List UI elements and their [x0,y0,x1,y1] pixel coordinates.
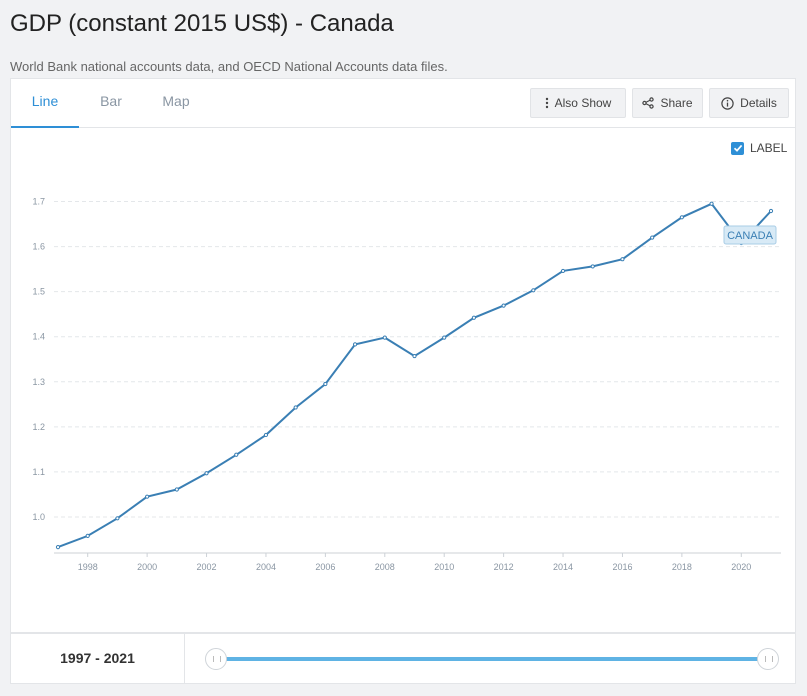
tab-line[interactable]: Line [11,79,79,128]
series-label-canada: CANADA [723,225,777,245]
data-point[interactable] [709,201,714,206]
data-point[interactable] [234,452,239,457]
range-slider-track[interactable] [216,657,769,661]
y-tick-label: 1.3 [32,377,45,387]
series-line-canada [57,202,772,549]
label-checkbox[interactable] [731,141,744,155]
x-tick-label: 2006 [315,562,335,572]
year-range-bar: 1997 - 2021 [10,633,796,684]
info-icon [721,96,734,110]
data-point[interactable] [55,545,61,550]
y-tick-label: 1.4 [32,332,45,342]
data-point[interactable] [85,533,90,538]
data-point[interactable] [382,335,387,340]
y-tick-label: 1.1 [32,467,45,477]
also-show-button[interactable]: Also Show [530,88,626,118]
range-start-handle[interactable] [205,648,227,670]
share-button[interactable]: Share [632,88,703,118]
data-point[interactable] [650,235,655,240]
data-point[interactable] [115,516,120,521]
chart-panel: Line Bar Map Also Show Share [10,78,796,633]
x-tick-label: 2012 [494,562,514,572]
x-tick-label: 1998 [78,562,98,572]
data-point[interactable] [323,381,328,387]
details-label: Details [740,96,777,110]
data-point[interactable] [204,471,209,476]
data-point[interactable] [145,494,150,499]
y-tick-label: 1.6 [32,242,45,252]
data-point[interactable] [679,215,684,220]
data-point[interactable] [442,335,447,340]
data-point[interactable] [293,405,298,410]
data-point[interactable] [352,342,358,347]
page-title: GDP (constant 2015 US$) - Canada [10,10,394,37]
range-end-handle[interactable] [757,648,779,670]
x-tick-label: 2010 [434,562,454,572]
x-tick-label: 2000 [137,562,157,572]
view-tabs: Line Bar Map Also Show Share [11,79,795,128]
series-points [55,201,774,550]
data-point[interactable] [501,303,506,308]
data-point[interactable] [620,257,625,262]
data-point[interactable] [412,353,417,359]
data-point[interactable] [560,268,566,274]
tab-map[interactable]: Map [162,93,190,109]
source-note: World Bank national accounts data, and O… [10,59,448,74]
y-tick-label: 1.5 [32,287,45,297]
y-tick-label: 1.0 [32,512,45,522]
x-tick-label: 2004 [256,562,276,572]
series-label-text: CANADA [727,230,774,242]
checkmark-icon [733,144,742,152]
y-tick-label: 1.7 [32,197,45,207]
share-icon [642,97,655,109]
data-point[interactable] [174,487,179,492]
year-range-label: 1997 - 2021 [11,634,185,683]
y-axis-ticks: 1.0 1.1 1.2 1.3 1.4 1.5 1.6 1.7 [32,197,45,522]
data-point[interactable] [768,208,774,214]
x-axis-ticks: 1998 2000 2002 2004 2006 2008 2010 2012 2014 2016… [78,553,751,572]
label-toggle[interactable]: LABEL [731,141,787,155]
x-tick-label: 2016 [612,562,632,572]
x-tick-label: 2014 [553,562,573,572]
data-point[interactable] [263,432,269,438]
data-point[interactable] [531,288,536,293]
share-label: Share [660,96,693,110]
x-tick-label: 2020 [731,562,751,572]
also-show-label: Also Show [554,96,612,110]
details-button[interactable]: Details [709,88,789,118]
x-tick-label: 2018 [672,562,692,572]
tab-bar[interactable]: Bar [100,93,122,109]
data-point[interactable] [471,315,477,320]
x-tick-label: 2002 [197,562,217,572]
chart-grid [54,201,781,518]
vertical-dots-icon [545,97,548,109]
label-toggle-text: LABEL [750,141,788,155]
line-chart: 1.0 1.1 1.2 1.3 1.4 1.5 1.6 1.7 1998 2000 2002 200… [32,197,781,572]
y-tick-label: 1.2 [32,422,45,432]
x-tick-label: 2008 [375,562,395,572]
data-point[interactable] [590,264,595,269]
